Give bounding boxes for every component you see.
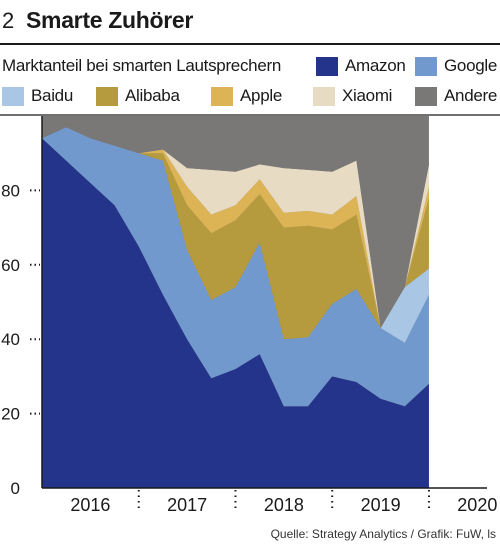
legend-item-amazon: Amazon [316, 56, 406, 76]
area-baidu [42, 127, 429, 343]
legend-label-baidu: Baidu [31, 86, 73, 105]
x-tick-label-2018: 2018 [264, 495, 304, 515]
y-tick-label-60: 60 [1, 256, 20, 275]
area-andere [42, 116, 429, 328]
legend-item-xiaomi: Xiaomi [313, 86, 392, 106]
title-divider [0, 43, 500, 45]
chart-title: Smarte Zuhörer [26, 7, 194, 33]
legend-swatch-baidu [2, 86, 24, 106]
x-tick-label-2017: 2017 [167, 495, 207, 515]
figure-number: 2 [2, 8, 15, 33]
y-tick-label-40: 40 [1, 330, 20, 349]
legend-item-andere: Andere [415, 86, 497, 106]
legend-item-baidu: Baidu [2, 86, 73, 106]
y-tick-label-20: 20 [1, 405, 20, 424]
legend-label-andere: Andere [444, 86, 498, 105]
y-tick-label-80: 80 [1, 181, 20, 200]
area-alibaba [42, 127, 429, 340]
legend-label-alibaba: Alibaba [125, 86, 180, 105]
area-xiaomi [42, 127, 429, 328]
area-amazon [42, 138, 429, 489]
legend-label-xiaomi: Xiaomi [342, 86, 393, 105]
y-tick-label-0: 0 [11, 479, 20, 498]
x-tick-label-2019: 2019 [361, 495, 401, 515]
legend-item-google: Google [415, 56, 497, 76]
legend-swatch-alibaba [96, 86, 118, 106]
legend-label-google: Google [444, 56, 498, 75]
chart-subtitle: Marktanteil bei smarten Lautsprechern [2, 56, 281, 75]
legend-swatch-andere [415, 86, 437, 106]
source-note: Quelle: Strategy Analytics / Grafik: FuW… [270, 527, 496, 541]
x-tick-label-2016: 2016 [70, 495, 110, 515]
legend-swatch-amazon [316, 56, 338, 76]
legend-label-apple: Apple [240, 86, 282, 105]
area-google [42, 127, 429, 407]
legend-swatch-google [415, 56, 437, 76]
legend-swatch-apple [211, 86, 233, 106]
plot-right-blank [428, 116, 487, 488]
legend-item-alibaba: Alibaba [96, 86, 180, 106]
legend-swatch-xiaomi [313, 86, 335, 106]
x-tick-label-2020: 2020 [457, 495, 497, 515]
legend-label-amazon: Amazon [345, 56, 406, 75]
legend-item-apple: Apple [211, 86, 282, 106]
